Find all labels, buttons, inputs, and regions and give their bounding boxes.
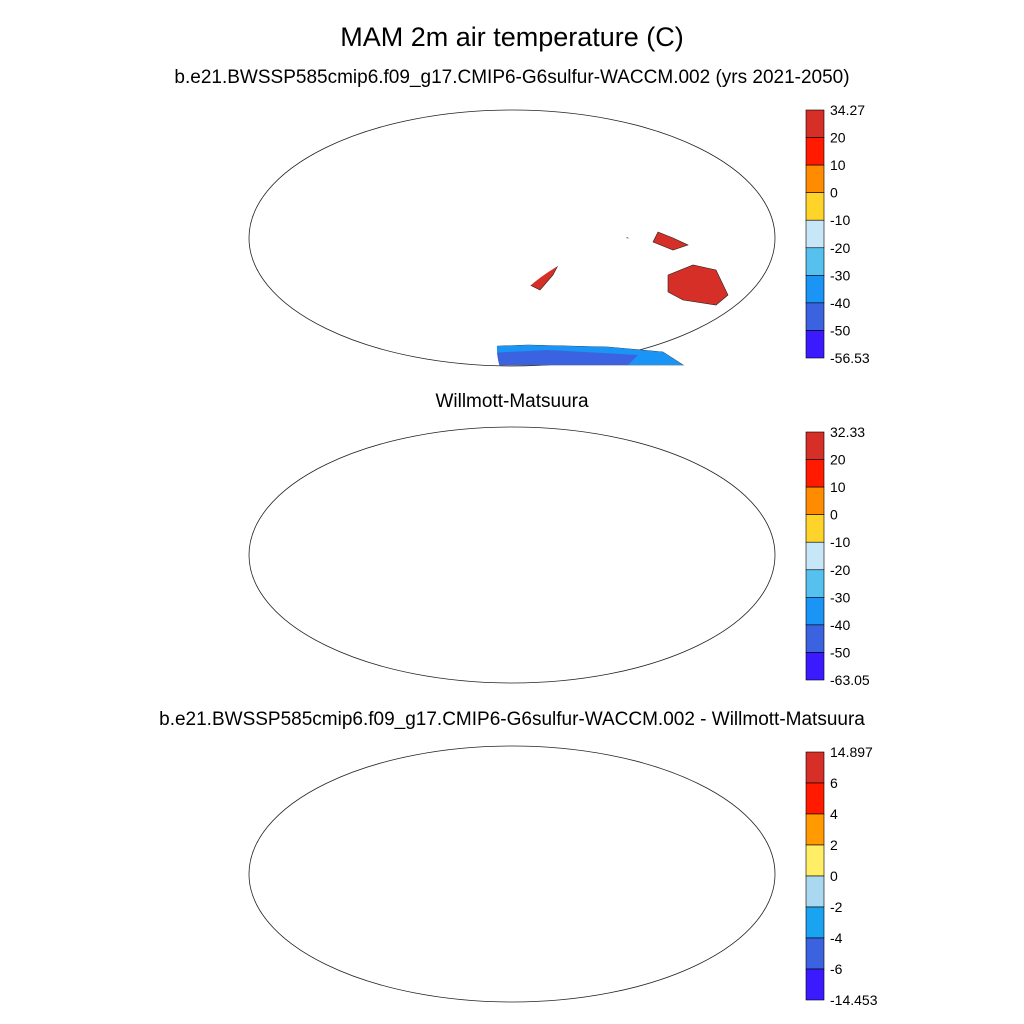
colorbar-tick-label: -6	[830, 961, 843, 977]
figure-title: MAM 2m air temperature (C)	[340, 22, 684, 52]
colorbar-swatch	[805, 275, 825, 304]
colorbar-tick-label: 20	[830, 130, 846, 146]
antarctica-interior	[497, 350, 638, 365]
colorbar-swatch	[805, 813, 825, 846]
map-boundary	[248, 426, 776, 684]
colorbar-swatch	[805, 844, 825, 877]
colorbar-tick-label: -50	[830, 644, 850, 660]
colorbar-difference: 14.897 6 4 2 0 -2 -4 -6 -14.453	[805, 744, 878, 1008]
colorbar-swatch	[805, 137, 825, 166]
colorbar-tick-label: -2	[830, 899, 843, 915]
colorbar-observations: 32.33 20 10 0 -10 -20 -30 -40 -50 -63.05	[805, 424, 870, 688]
colorbar-tick-label: 6	[830, 775, 838, 791]
colorbar-tick-label: -20	[830, 240, 850, 256]
colorbar-swatch	[805, 219, 825, 249]
colorbar-swatch	[805, 431, 825, 460]
colorbar-swatch	[805, 192, 825, 221]
colorbar-tick-label: 0	[830, 507, 838, 523]
colorbar-swatch	[805, 486, 825, 515]
colorbar-swatch	[805, 459, 825, 488]
panel-observations-map	[248, 426, 776, 684]
colorbar-swatch	[805, 875, 825, 908]
colorbar-swatch	[805, 968, 825, 1001]
colorbar-tick-label: -40	[830, 295, 850, 311]
colorbar-tick-label: -63.05	[830, 672, 870, 688]
colorbar-tick-label: 20	[830, 452, 846, 468]
colorbar-tick-label: -30	[830, 267, 850, 283]
panel-observations-title: Willmott-Matsuura	[435, 391, 589, 412]
map-boundary	[248, 109, 776, 367]
colorbar-swatch	[805, 652, 825, 681]
colorbar-swatch	[805, 541, 825, 571]
panel-difference-title: b.e21.BWSSP585cmip6.f09_g17.CMIP6-G6sulf…	[159, 709, 865, 730]
colorbar-tick-label: -40	[830, 617, 850, 633]
panel-model-map	[248, 109, 776, 367]
colorbar-tick-label: 4	[830, 806, 838, 822]
colorbar-swatch	[805, 751, 825, 784]
colorbar-model: 34.27 20 10 0 -10 -20 -30 -40 -50 -56.53	[805, 102, 870, 366]
colorbar-tick-label: -14.453	[830, 992, 878, 1008]
colorbar-swatch	[805, 514, 825, 543]
colorbar-tick-label: 10	[830, 157, 846, 173]
colorbar-swatch	[805, 937, 825, 970]
colorbar-tick-label: -10	[830, 212, 850, 228]
panel-model-title: b.e21.BWSSP585cmip6.f09_g17.CMIP6-G6sulf…	[174, 67, 850, 88]
colorbar-swatch	[805, 569, 825, 598]
colorbar-swatch	[805, 624, 825, 653]
colorbar-tick-label: -10	[830, 534, 850, 550]
colorbar-tick-label: 34.27	[830, 102, 865, 118]
colorbar-tick-label: 2	[830, 837, 838, 853]
colorbar-tick-label: -4	[830, 930, 843, 946]
colorbar-swatch	[805, 247, 825, 276]
colorbar-tick-label: -50	[830, 322, 850, 338]
colorbar-tick-label: 0	[830, 868, 838, 884]
colorbar-tick-label: -56.53	[830, 350, 870, 366]
colorbar-tick-label: 10	[830, 479, 846, 495]
colorbar-swatch	[805, 302, 825, 331]
colorbar-tick-label: -20	[830, 562, 850, 578]
colorbar-tick-label: 0	[830, 185, 838, 201]
colorbar-tick-label: -30	[830, 589, 850, 605]
panel-difference-map	[248, 745, 776, 1003]
colorbar-tick-label: 14.897	[830, 744, 873, 760]
colorbar-swatch	[805, 782, 825, 815]
colorbar-swatch	[805, 906, 825, 939]
colorbar-swatch	[805, 597, 825, 626]
map-boundary	[248, 745, 776, 1003]
colorbar-tick-label: 32.33	[830, 424, 865, 440]
colorbar-swatch	[805, 330, 825, 359]
colorbar-swatch	[805, 109, 825, 138]
colorbar-swatch	[805, 164, 825, 193]
